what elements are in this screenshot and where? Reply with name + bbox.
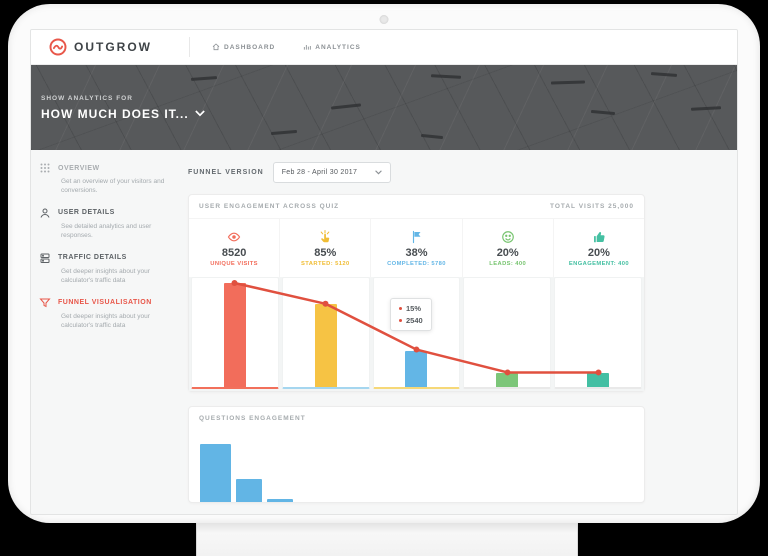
stat-label: ENGAGEMENT: 400 xyxy=(568,261,629,267)
tooltip-value: 15% xyxy=(406,304,422,313)
stat-completed: 38% COMPLETED: 5780 xyxy=(370,219,461,277)
top-navigation-bar: OUTGROW DASHBOARD ANALYTICS xyxy=(31,30,737,65)
sidebar-item-overview[interactable]: OVERVIEW Get an overview of your visitor… xyxy=(39,162,175,196)
sidebar-item-label: TRAFFIC DETAILS xyxy=(58,254,127,262)
chevron-down-icon xyxy=(194,110,205,117)
sidebar: OVERVIEW Get an overview of your visitor… xyxy=(31,150,181,514)
logo-text: OUTGROW xyxy=(74,40,152,54)
funnel-chart: 15% 2540 xyxy=(189,277,644,391)
show-analytics-for-label: SHOW ANALYTICS FOR xyxy=(41,94,133,102)
calculator-selector-dropdown[interactable]: HOW MUCH DOES IT... xyxy=(41,107,737,121)
sidebar-item-funnel-visualisation[interactable]: FUNNEL VISUALISATION Get deeper insights… xyxy=(39,297,175,331)
nav-analytics[interactable]: ANALYTICS xyxy=(289,30,375,64)
question-bar[interactable] xyxy=(236,479,262,502)
nav-dashboard-label: DASHBOARD xyxy=(224,43,276,51)
sidebar-item-desc: Get an overview of your visitors and con… xyxy=(61,178,165,195)
stat-leads: 20% LEADS: 400 xyxy=(461,219,553,277)
stat-value: 38% xyxy=(405,247,428,259)
sidebar-item-label: OVERVIEW xyxy=(58,164,100,172)
funnel-column-completed[interactable] xyxy=(372,277,461,389)
stat-value: 20% xyxy=(496,247,519,259)
main-panel: FUNNEL VERSION Feb 28 - April 30 2017 US… xyxy=(181,150,737,514)
funnel-version-value: Feb 28 - April 30 2017 xyxy=(281,169,358,176)
stat-label: COMPLETED: 5780 xyxy=(387,261,446,267)
funnel-column-unique-visits[interactable] xyxy=(191,277,279,389)
stat-label: LEADS: 400 xyxy=(489,261,527,267)
sidebar-item-desc: Get deeper insights about your calculato… xyxy=(61,267,150,285)
stat-engagement: 20% ENGAGEMENT: 400 xyxy=(552,219,644,277)
outgrow-logo[interactable]: OUTGROW xyxy=(31,38,181,56)
stat-value: 20% xyxy=(587,247,610,259)
funnel-bar xyxy=(314,304,337,387)
stat-value: 85% xyxy=(314,247,337,259)
funnel-column-engagement[interactable] xyxy=(554,277,642,389)
sidebar-item-traffic-details[interactable]: TRAFFIC DETAILS Get deeper insights abou… xyxy=(39,252,175,286)
funnel-column-leads[interactable] xyxy=(463,277,552,389)
funnel-version-select[interactable]: Feb 28 - April 30 2017 xyxy=(272,162,391,183)
funnel-icon xyxy=(39,297,51,309)
stat-started: 85% STARTED: 5120 xyxy=(279,219,370,277)
question-bar[interactable] xyxy=(267,499,293,502)
thumbs-up-icon xyxy=(592,229,606,245)
funnel-bar xyxy=(496,373,519,387)
stat-value: 8520 xyxy=(221,247,247,259)
engagement-card-title: USER ENGAGEMENT ACROSS QUIZ xyxy=(199,203,340,210)
nav-dashboard[interactable]: DASHBOARD xyxy=(198,30,289,64)
questions-engagement-card: QUESTIONS ENGAGEMENT xyxy=(188,406,645,503)
calculator-title: HOW MUCH DOES IT... xyxy=(41,106,189,121)
stat-label: UNIQUE VISITS xyxy=(210,261,258,267)
funnel-stats-row: 8520 UNIQUE VISITS 85% STARTED: 5120 xyxy=(189,218,644,277)
monitor-stand xyxy=(196,523,578,556)
tooltip-dot-icon xyxy=(399,319,402,322)
funnel-bar xyxy=(405,351,428,387)
funnel-column-started[interactable] xyxy=(281,277,370,389)
sidebar-item-user-details[interactable]: USER DETAILS See detailed analytics and … xyxy=(39,207,175,241)
bar-chart-icon xyxy=(303,43,312,51)
funnel-bar xyxy=(587,373,610,387)
user-icon xyxy=(39,207,51,219)
topbar-divider xyxy=(189,37,190,57)
chevron-down-icon xyxy=(374,170,382,175)
chart-tooltip: 15% 2540 xyxy=(390,298,432,331)
flag-icon xyxy=(410,229,424,245)
questions-card-title: QUESTIONS ENGAGEMENT xyxy=(199,415,306,422)
sidebar-item-desc: Get deeper insights about your calculato… xyxy=(61,312,150,329)
funnel-bar xyxy=(223,283,246,387)
content-area: OVERVIEW Get an overview of your visitor… xyxy=(31,150,737,514)
tooltip-value: 2540 xyxy=(406,316,423,325)
grid-dots-icon xyxy=(39,162,51,174)
questions-chart xyxy=(189,430,644,502)
eye-icon xyxy=(227,229,241,245)
funnel-version-row: FUNNEL VERSION Feb 28 - April 30 2017 xyxy=(188,162,737,183)
user-engagement-card: USER ENGAGEMENT ACROSS QUIZ TOTAL VISITS… xyxy=(188,194,645,392)
total-visits: TOTAL VISITS 25,000 xyxy=(549,203,634,210)
stack-icon xyxy=(39,252,51,264)
funnel-version-label: FUNNEL VERSION xyxy=(188,169,264,176)
stat-label: STARTED: 5120 xyxy=(301,261,350,267)
home-icon xyxy=(212,43,220,51)
sidebar-item-desc: See detailed analytics and user response… xyxy=(61,222,152,240)
sidebar-item-label: USER DETAILS xyxy=(58,209,115,217)
sidebar-item-label: FUNNEL VISUALISATION xyxy=(58,299,152,307)
question-bar[interactable] xyxy=(200,444,231,502)
outgrow-logo-icon xyxy=(49,38,67,56)
app-screen: OUTGROW DASHBOARD ANALYTICS SHOW ANALYTI… xyxy=(30,29,738,515)
analytics-hero-banner: SHOW ANALYTICS FOR HOW MUCH DOES IT... xyxy=(31,65,737,150)
tooltip-dot-icon xyxy=(399,307,402,310)
nav-analytics-label: ANALYTICS xyxy=(315,43,361,51)
tablet-device-frame: OUTGROW DASHBOARD ANALYTICS SHOW ANALYTI… xyxy=(8,4,760,523)
smiley-icon xyxy=(501,229,515,245)
tap-icon xyxy=(318,229,332,245)
stat-unique-visits: 8520 UNIQUE VISITS xyxy=(189,219,279,277)
camera-dot xyxy=(379,15,389,24)
